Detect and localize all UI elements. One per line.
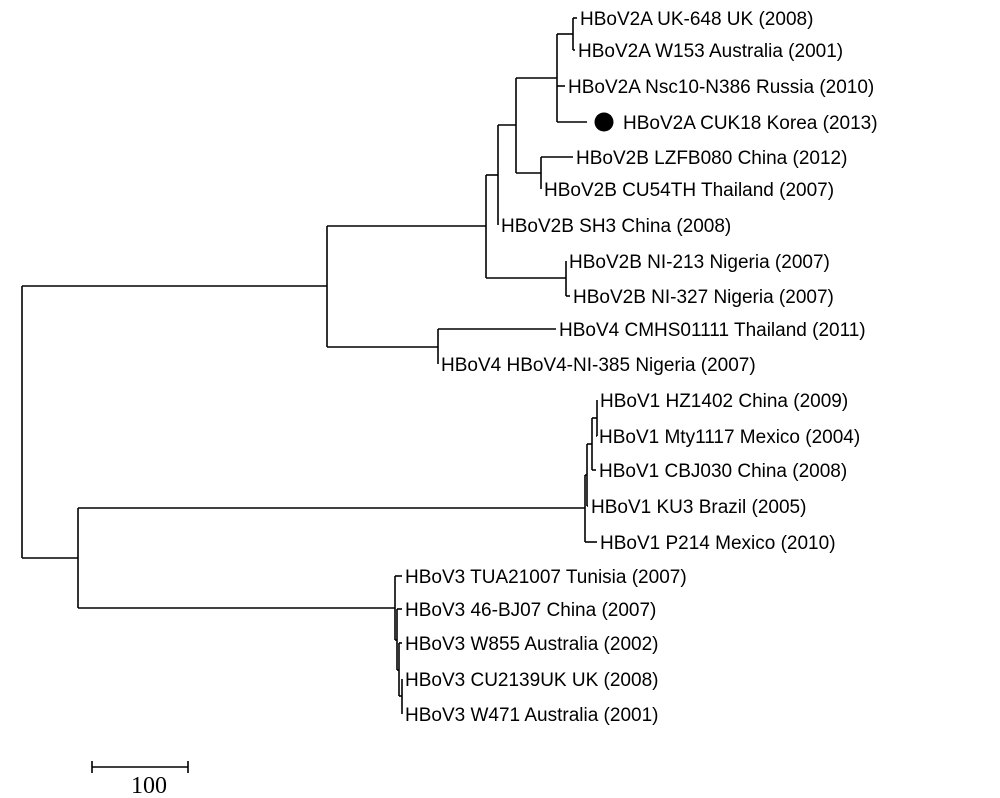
leaf-label: HBoV2B CU54TH Thailand (2007) <box>544 180 834 201</box>
leaf-label: HBoV2A W153 Australia (2001) <box>578 41 843 62</box>
scale-bar: 100 <box>91 761 189 798</box>
leaf-label: HBoV1 CBJ030 China (2008) <box>599 461 847 482</box>
leaf-label: HBoV1 P214 Mexico (2010) <box>600 533 836 554</box>
leaf-label: HBoV2A Nsc10-N386 Russia (2010) <box>568 77 874 98</box>
leaf-label: HBoV1 Mty1117 Mexico (2004) <box>599 427 860 448</box>
leaf-label: HBoV2B NI-327 Nigeria (2007) <box>573 287 834 308</box>
leaf-label: HBoV1 HZ1402 China (2009) <box>600 391 848 412</box>
leaf-label: HBoV2B SH3 China (2008) <box>501 216 731 237</box>
leaf-label: HBoV3 46-BJ07 China (2007) <box>405 600 656 621</box>
leaf-label: HBoV2B LZFB080 China (2012) <box>576 148 847 169</box>
leaf-label: HBoV3 W471 Australia (2001) <box>405 705 658 726</box>
leaf-labels: HBoV2A UK-648 UK (2008) HBoV2A W153 Austr… <box>405 9 878 726</box>
leaf-label: HBoV3 CU2139UK UK (2008) <box>405 670 658 691</box>
highlight-marker-icon <box>594 112 614 132</box>
leaf-label: HBoV2B NI-213 Nigeria (2007) <box>569 252 830 273</box>
tree-branches <box>21 17 598 714</box>
leaf-label: HBoV3 TUA21007 Tunisia (2007) <box>405 567 687 588</box>
leaf-label: HBoV1 KU3 Brazil (2005) <box>591 497 806 518</box>
scale-bar-label: 100 <box>131 773 167 798</box>
leaf-label: HBoV2A CUK18 Korea (2013) <box>623 113 878 134</box>
leaf-label: HBoV2A UK-648 UK (2008) <box>580 9 813 30</box>
leaf-label: HBoV3 W855 Australia (2002) <box>405 634 658 655</box>
leaf-label: HBoV4 HBoV4-NI-385 Nigeria (2007) <box>441 355 756 376</box>
leaf-label: HBoV4 CMHS01111 Thailand (2011) <box>559 320 866 341</box>
